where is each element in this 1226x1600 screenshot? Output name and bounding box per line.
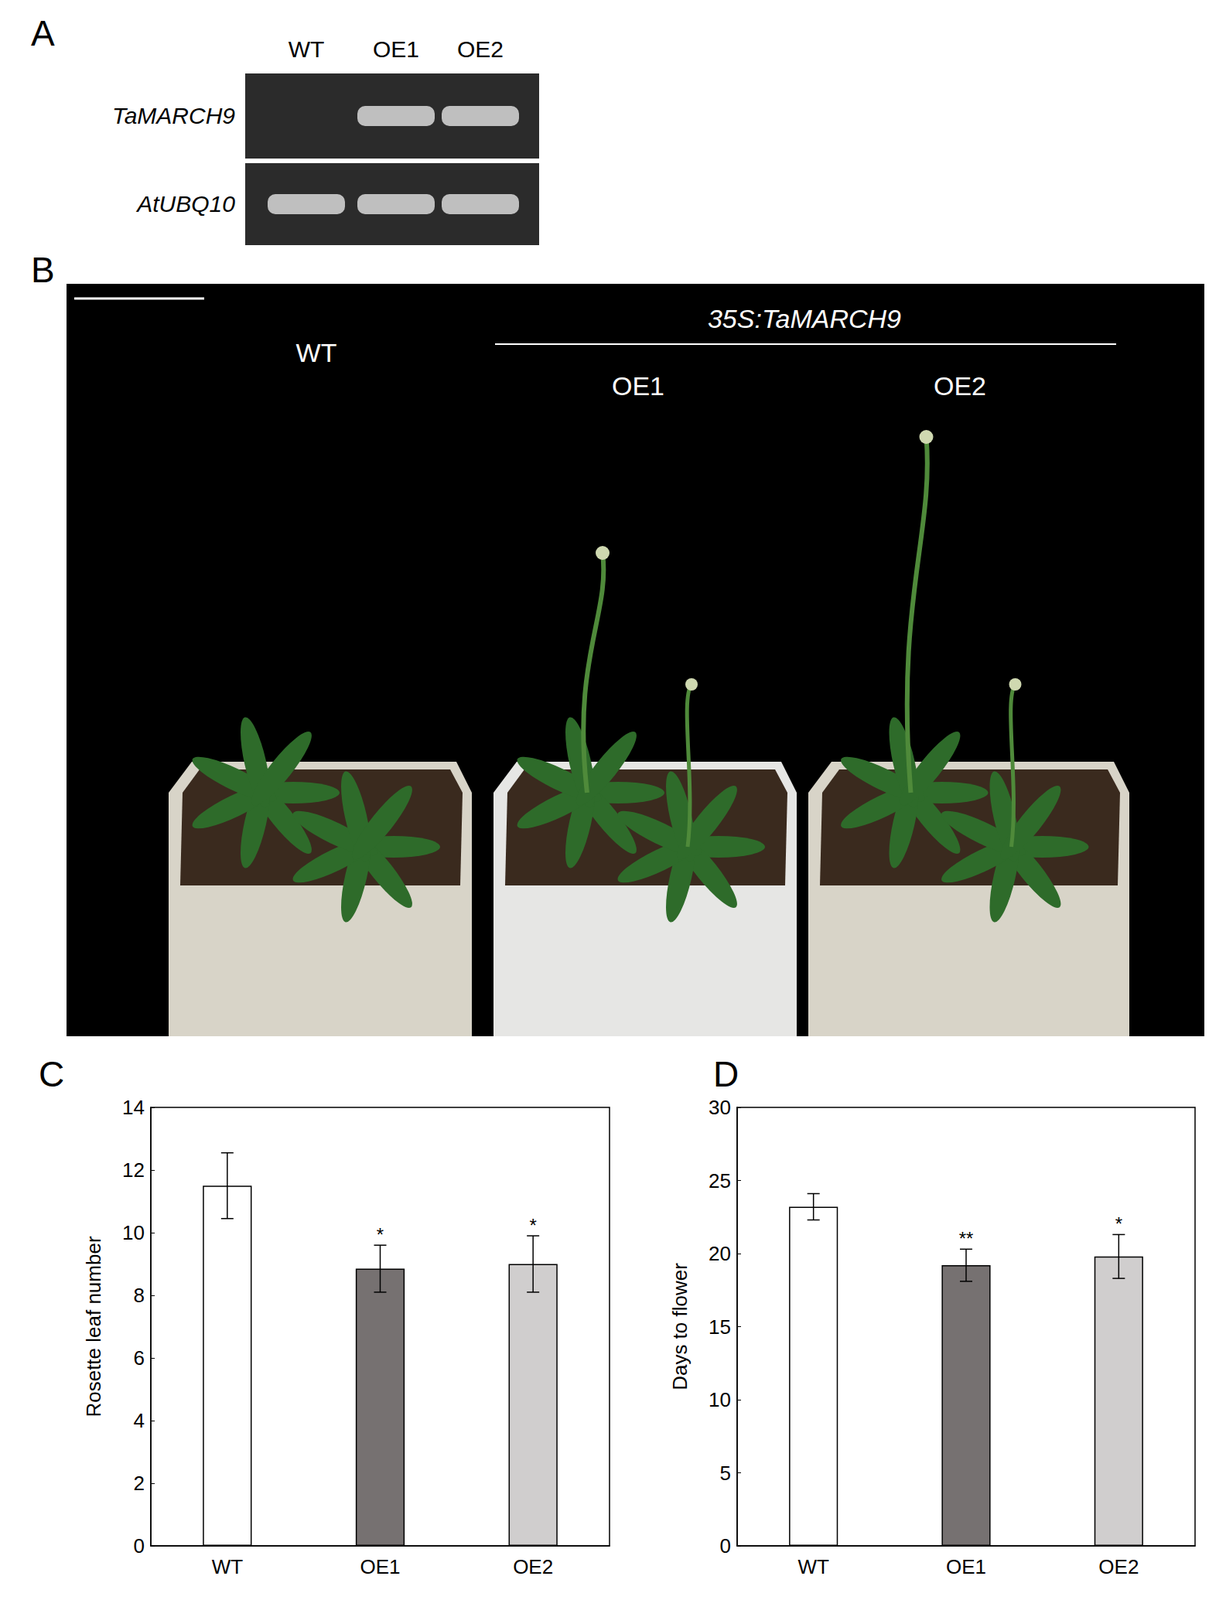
svg-text:*: * xyxy=(1115,1213,1123,1235)
html-text:A: A xyxy=(30,13,55,54)
svg-text:WT: WT xyxy=(211,1555,244,1579)
svg-text:35S:TaMARCH9: 35S:TaMARCH9 xyxy=(707,303,902,334)
html-text:D: D xyxy=(713,1054,739,1095)
svg-text:0: 0 xyxy=(720,1534,731,1558)
html-text:B: B xyxy=(30,249,55,291)
svg-text:8: 8 xyxy=(133,1284,145,1308)
svg-text:2: 2 xyxy=(133,1471,145,1496)
svg-text:OE2: OE2 xyxy=(457,36,504,62)
svg-text:**: ** xyxy=(959,1228,974,1250)
svg-text:OE1: OE1 xyxy=(372,36,420,62)
svg-text:*: * xyxy=(376,1224,384,1246)
svg-text:25: 25 xyxy=(708,1169,731,1193)
svg-text:10: 10 xyxy=(122,1221,145,1245)
svg-text:OE2: OE2 xyxy=(1098,1555,1139,1579)
svg-text:6: 6 xyxy=(133,1346,145,1370)
svg-text:OE1: OE1 xyxy=(611,371,665,401)
svg-text:OE1: OE1 xyxy=(359,1555,400,1579)
svg-text:OE2: OE2 xyxy=(933,371,987,401)
svg-text:30: 30 xyxy=(708,1096,731,1120)
svg-text:WT: WT xyxy=(296,338,338,368)
svg-text:Rosette leaf number: Rosette leaf number xyxy=(81,1236,106,1418)
svg-text:14: 14 xyxy=(122,1096,145,1120)
svg-text:10: 10 xyxy=(708,1388,731,1412)
svg-text:WT: WT xyxy=(797,1555,830,1579)
svg-text:4: 4 xyxy=(133,1409,145,1433)
svg-text:WT: WT xyxy=(288,36,325,62)
svg-text:TaMARCH9: TaMARCH9 xyxy=(112,102,236,129)
svg-text:OE1: OE1 xyxy=(945,1555,987,1579)
svg-text:AtUBQ10: AtUBQ10 xyxy=(135,191,236,217)
svg-text:12: 12 xyxy=(122,1158,145,1182)
html-text:C: C xyxy=(38,1054,65,1095)
svg-text:15: 15 xyxy=(708,1315,731,1339)
svg-text:*: * xyxy=(529,1215,537,1237)
svg-text:0: 0 xyxy=(133,1534,145,1558)
svg-text:20: 20 xyxy=(708,1242,731,1266)
svg-text:Days to flower: Days to flower xyxy=(668,1263,692,1391)
svg-text:OE2: OE2 xyxy=(512,1555,554,1579)
svg-text:5: 5 xyxy=(720,1461,731,1486)
